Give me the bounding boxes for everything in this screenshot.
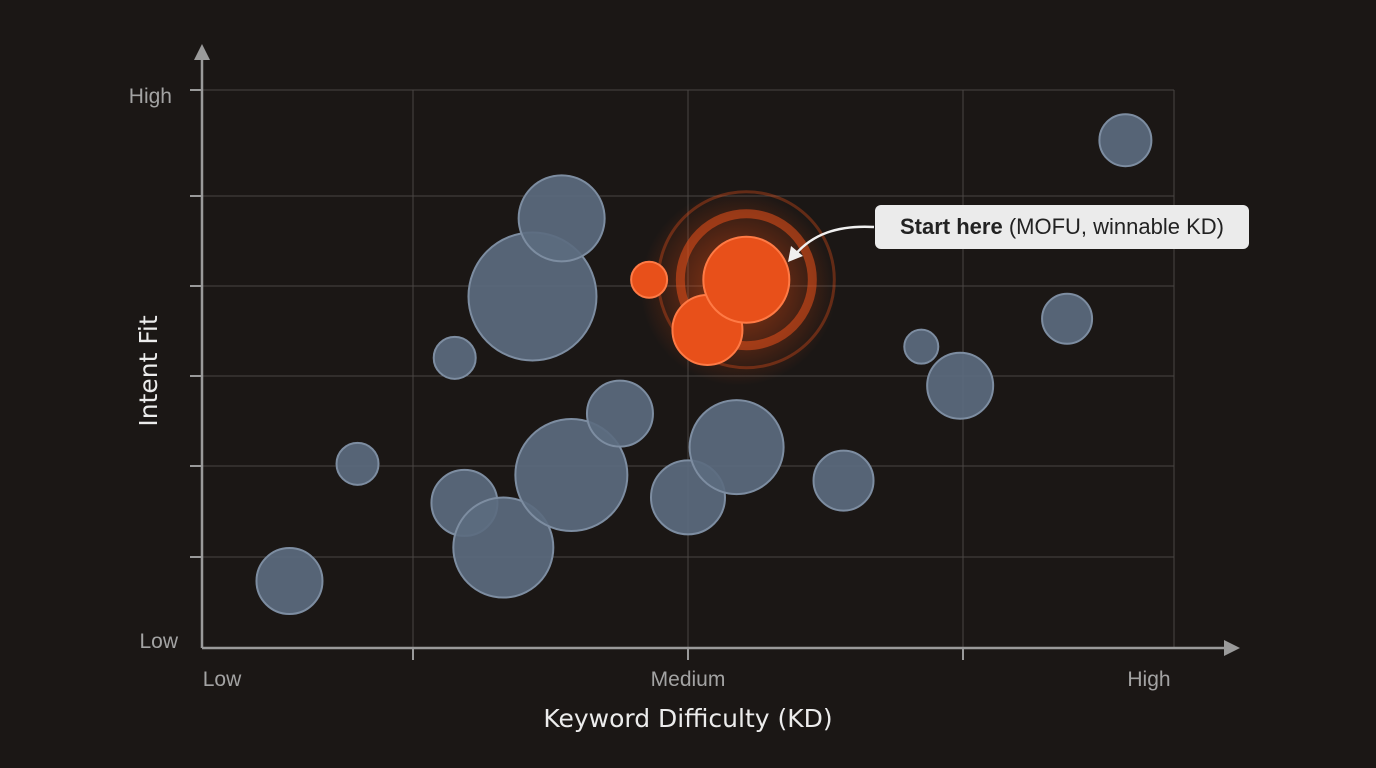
- annotation-bold-text: Start here: [900, 214, 1003, 239]
- bubble: [452, 496, 555, 599]
- bubble-highlighted: [702, 235, 791, 324]
- bubble: [688, 399, 785, 496]
- bubble: [812, 449, 875, 512]
- highlight-glow-ring: [675, 209, 817, 351]
- bubble: [335, 441, 380, 486]
- x-tick-label-high: High: [1127, 668, 1170, 691]
- y-axis-title: Intent Fit: [134, 315, 163, 427]
- bubble: [432, 335, 477, 380]
- y-tick-label-low: Low: [139, 630, 178, 653]
- x-axis-arrow-icon: [1224, 640, 1240, 656]
- x-tick-label-low: Low: [203, 668, 242, 691]
- bubble-highlighted: [630, 260, 669, 299]
- annotation-text: (MOFU, winnable KD): [1002, 214, 1224, 239]
- bubble-series: [255, 113, 1153, 616]
- y-axis-arrow-icon: [194, 44, 210, 60]
- bubble: [517, 174, 606, 263]
- axis-ticks: [190, 89, 964, 660]
- y-tick-label-high: High: [129, 85, 172, 108]
- annotation-arrow-icon: [788, 246, 803, 262]
- x-axis-title: Keyword Difficulty (KD): [543, 704, 832, 733]
- bubble: [903, 328, 940, 365]
- bubble: [926, 351, 995, 420]
- bubble: [255, 547, 324, 616]
- bubble: [585, 379, 654, 448]
- bubble: [1041, 292, 1094, 345]
- bubble: [1098, 113, 1153, 168]
- annotation-callout: Start here (MOFU, winnable KD): [875, 205, 1249, 249]
- annotation-arrow-line: [793, 225, 875, 257]
- bubble: [514, 418, 629, 533]
- x-tick-label-medium: Medium: [651, 668, 726, 691]
